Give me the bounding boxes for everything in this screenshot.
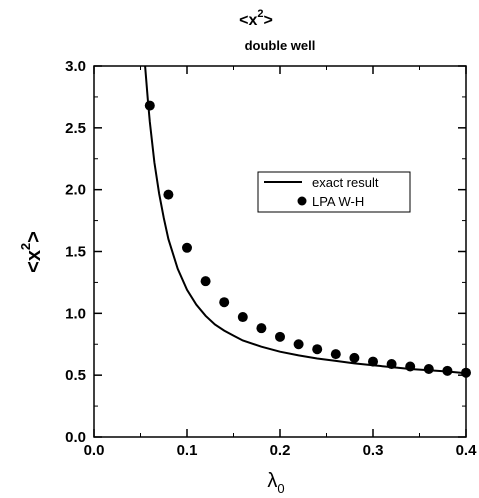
x-axis-label-sub: 0 xyxy=(277,481,284,496)
series-line-exact-result xyxy=(144,65,467,375)
y-tick-label: 2.5 xyxy=(65,120,86,137)
legend-marker-lpa xyxy=(297,196,307,206)
y-axis-label-suffix: > xyxy=(23,231,45,243)
data-layer xyxy=(144,65,471,378)
data-point-lpa-wh xyxy=(423,363,434,374)
legend: exact result LPA W-H xyxy=(257,171,411,213)
legend-label-lpa: LPA W-H xyxy=(312,194,364,209)
y-axis-label-sup: 2 xyxy=(18,243,33,250)
legend-box xyxy=(257,171,411,213)
data-point-lpa-wh xyxy=(200,276,211,287)
data-point-lpa-wh xyxy=(275,331,285,342)
y-axis-label: <x2> xyxy=(18,231,45,273)
x-tick-label: 0.0 xyxy=(84,442,105,459)
data-point-lpa-wh xyxy=(144,100,155,111)
x-tick-label: 0.3 xyxy=(363,442,384,459)
data-point-lpa-wh xyxy=(293,339,304,350)
data-point-lpa-wh xyxy=(182,242,192,253)
data-point-lpa-wh xyxy=(163,189,174,200)
data-point-lpa-wh xyxy=(256,323,267,334)
ticks-layer: 0.0 0.1 0.2 0.3 0.4 0.0 0.5 1.0 1.5 2.0 2.5 3.0 xyxy=(65,58,477,459)
x-tick-label: 0.4 xyxy=(456,442,478,459)
x-axis-label: λ0 xyxy=(267,470,284,496)
chart-title: <x2> xyxy=(239,8,273,29)
y-tick-label: 1.0 xyxy=(65,305,86,322)
data-point-lpa-wh xyxy=(405,361,416,372)
y-tick-label: 3.0 xyxy=(65,58,86,75)
data-point-lpa-wh xyxy=(368,356,378,367)
data-point-lpa-wh xyxy=(386,359,397,370)
x-tick-label: 0.1 xyxy=(177,442,198,459)
y-tick-label: 0.5 xyxy=(65,367,86,384)
chart-title-suffix: > xyxy=(264,12,273,29)
data-point-lpa-wh xyxy=(461,367,471,378)
legend-label-exact: exact result xyxy=(312,175,379,190)
chart-title-sup: 2 xyxy=(257,8,263,20)
data-point-lpa-wh xyxy=(349,352,360,363)
data-point-lpa-wh xyxy=(312,344,323,355)
y-tick-label: 1.5 xyxy=(65,244,86,261)
y-tick-label: 0.0 xyxy=(65,429,86,446)
data-point-lpa-wh xyxy=(330,349,341,360)
data-point-lpa-wh xyxy=(237,312,248,323)
data-point-lpa-wh xyxy=(442,365,453,376)
data-point-lpa-wh xyxy=(219,297,230,308)
y-tick-label: 2.0 xyxy=(65,182,86,199)
x-tick-label: 0.2 xyxy=(270,442,291,459)
x-axis-label-main: λ xyxy=(267,470,277,492)
y-axis-label-main: <x xyxy=(23,250,45,273)
chart-subtitle: double well xyxy=(245,38,316,53)
chart-title-main: <x xyxy=(239,12,257,29)
